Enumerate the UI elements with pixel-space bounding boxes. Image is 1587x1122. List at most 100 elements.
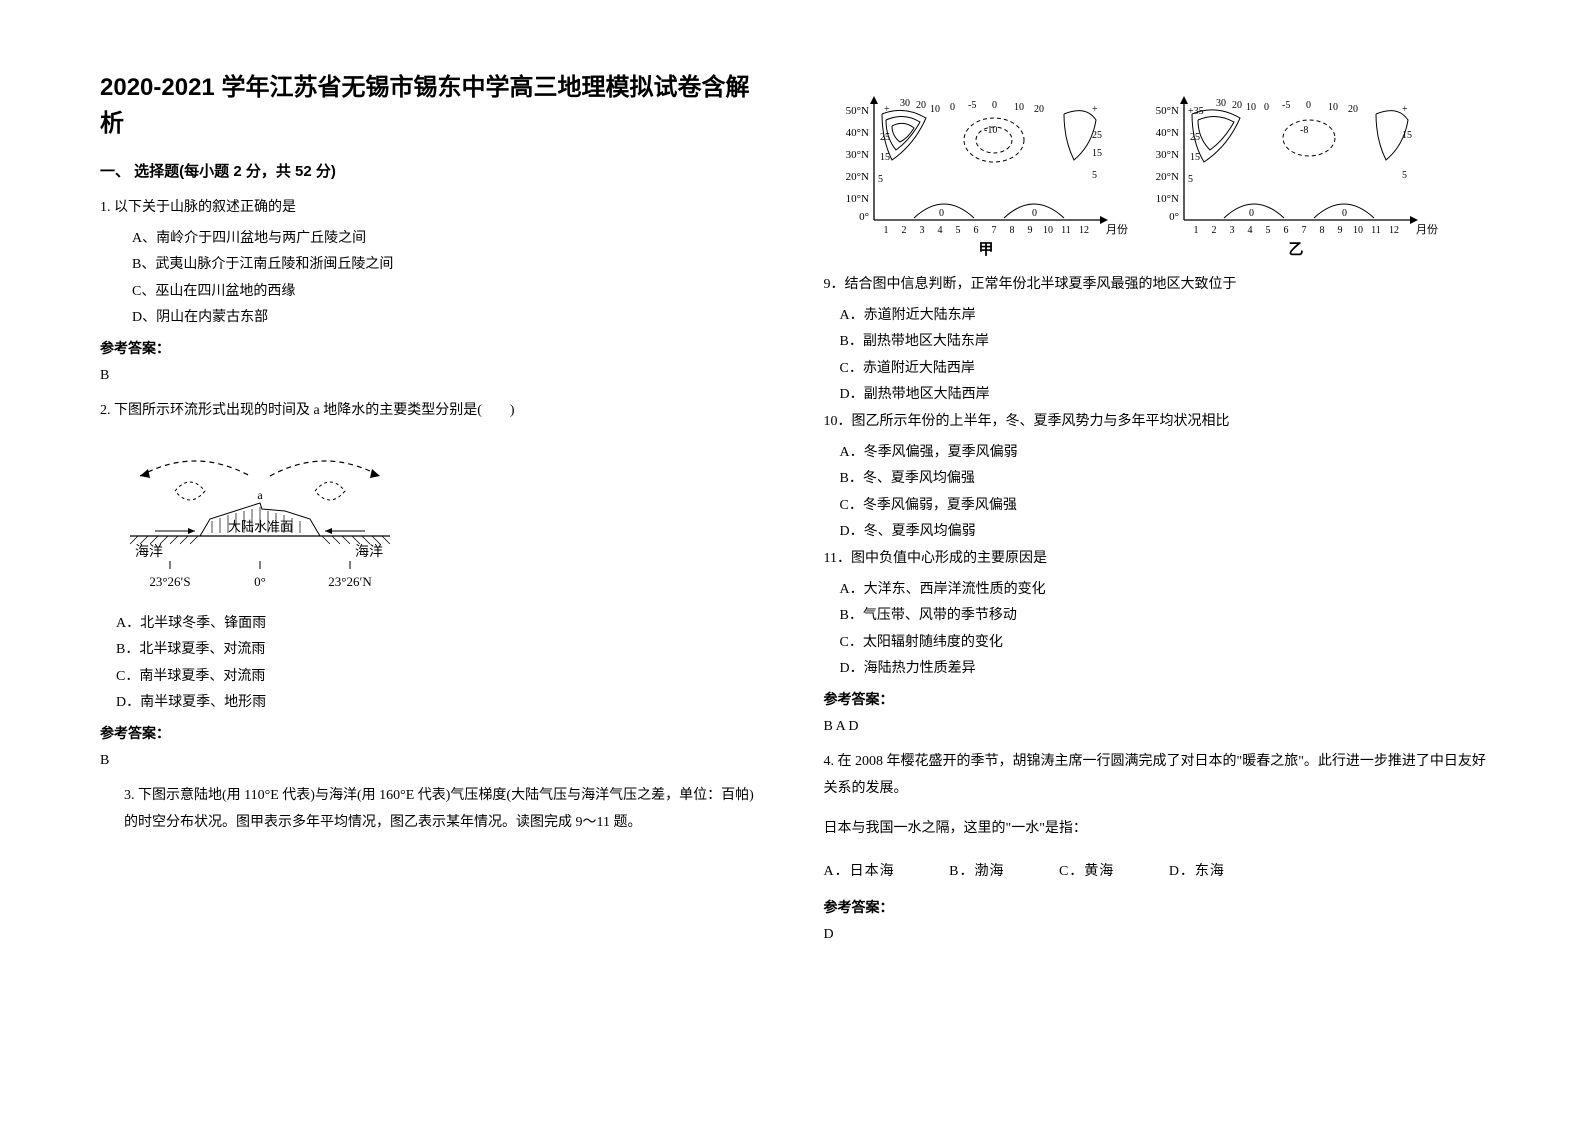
q4-opt-d: D．东海 — [1169, 857, 1225, 888]
left-column: 2020-2021 学年江苏省无锡市锡东中学高三地理模拟试卷含解析 一、 选择题… — [100, 70, 764, 1052]
svg-text:6: 6 — [1283, 225, 1288, 236]
svg-text:10°N: 10°N — [845, 193, 868, 205]
svg-text:15: 15 — [1190, 152, 1200, 163]
q2-opt-d: D．南半球夏季、地形雨 — [100, 690, 764, 717]
svg-text:5: 5 — [1402, 170, 1407, 181]
q1-opt-b: B、武夷山脉介于江南丘陵和浙闽丘陵之间 — [100, 252, 764, 279]
q1-answer: B — [100, 368, 764, 384]
svg-text:0: 0 — [939, 208, 944, 219]
svg-text:10: 10 — [930, 104, 940, 115]
svg-text:5: 5 — [1265, 225, 1270, 236]
q1-answer-label: 参考答案： — [100, 338, 764, 358]
q9-stem: 9．结合图中信息判断，正常年份北半球夏季风最强的地区大致位于 — [824, 272, 1488, 299]
q4-para2: 日本与我国一水之隔，这里的"一水"是指： — [824, 816, 1488, 843]
svg-text:10: 10 — [1014, 102, 1024, 113]
svg-text:20: 20 — [1232, 100, 1242, 111]
q2-stem: 2. 下图所示环流形式出现的时间及 a 地降水的主要类型分别是( ) — [100, 398, 764, 425]
svg-text:+35: +35 — [1188, 106, 1204, 117]
q4-answer-label: 参考答案： — [824, 897, 1488, 917]
svg-text:0: 0 — [1342, 208, 1347, 219]
q11-opt-a: A．大洋东、西岸洋流性质的变化 — [824, 577, 1488, 604]
svg-text:12: 12 — [1079, 225, 1089, 236]
svg-text:1: 1 — [1193, 225, 1198, 236]
svg-text:20: 20 — [1034, 104, 1044, 115]
svg-text:30°N: 30°N — [1155, 149, 1178, 161]
svg-text:3: 3 — [1229, 225, 1234, 236]
svg-text:15: 15 — [1092, 148, 1102, 159]
svg-text:a: a — [257, 488, 263, 502]
svg-text:0: 0 — [950, 102, 955, 113]
q9-11-answer-label: 参考答案： — [824, 689, 1488, 709]
svg-text:-5: -5 — [1282, 100, 1290, 111]
svg-text:大陆水准面: 大陆水准面 — [228, 519, 293, 534]
svg-text:12: 12 — [1389, 225, 1399, 236]
svg-text:8: 8 — [1319, 225, 1324, 236]
q2-opt-a: A．北半球冬季、锋面雨 — [100, 611, 764, 638]
svg-text:10: 10 — [1328, 102, 1338, 113]
svg-text:0: 0 — [1264, 102, 1269, 113]
q1-opt-d: D、阴山在内蒙古东部 — [100, 305, 764, 332]
q9-11-answer: B A D — [824, 719, 1488, 735]
svg-text:20°N: 20°N — [845, 171, 868, 183]
svg-text:5: 5 — [1188, 174, 1193, 185]
svg-text:15: 15 — [1402, 130, 1412, 141]
q1-opt-c: C、巫山在四川盆地的西缘 — [100, 279, 764, 306]
svg-text:4: 4 — [1247, 225, 1252, 236]
q9-opt-c: C．赤道附近大陆西岸 — [824, 356, 1488, 383]
svg-text:-5: -5 — [968, 100, 976, 111]
right-column: 50°N 40°N 30°N 20°N 10°N 0° 1 2 3 4 5 6 … — [824, 70, 1488, 1052]
q1-opt-a: A、南岭介于四川盆地与两广丘陵之间 — [100, 226, 764, 253]
svg-text:5: 5 — [878, 174, 883, 185]
svg-text:5: 5 — [1092, 170, 1097, 181]
q4-options: A．日本海 B．渤海 C．黄海 D．东海 — [824, 857, 1488, 888]
svg-text:0°: 0° — [859, 211, 869, 223]
q4-answer: D — [824, 927, 1488, 943]
q2-opt-c: C．南半球夏季、对流雨 — [100, 664, 764, 691]
svg-text:30: 30 — [900, 98, 910, 109]
svg-text:7: 7 — [1301, 225, 1306, 236]
svg-text:0: 0 — [992, 100, 997, 111]
q4-opt-b: B．渤海 — [949, 857, 1004, 888]
svg-text:11: 11 — [1061, 225, 1071, 236]
svg-text:50°N: 50°N — [845, 105, 868, 117]
section-1-title: 一、 选择题(每小题 2 分，共 52 分) — [100, 160, 764, 181]
q10-opt-b: B．冬、夏季风均偏强 — [824, 466, 1488, 493]
svg-text:-8: -8 — [1300, 125, 1308, 136]
svg-text:1: 1 — [883, 225, 888, 236]
q10-stem: 10．图乙所示年份的上半年，冬、夏季风势力与多年平均状况相比 — [824, 409, 1488, 436]
svg-text:8: 8 — [1009, 225, 1014, 236]
svg-text:25: 25 — [1190, 132, 1200, 143]
svg-text:0°: 0° — [254, 574, 266, 589]
svg-text:20: 20 — [916, 100, 926, 111]
q4-opt-a: A．日本海 — [824, 857, 895, 888]
svg-text:0: 0 — [1249, 208, 1254, 219]
svg-text:25: 25 — [880, 132, 890, 143]
q2-answer: B — [100, 753, 764, 769]
svg-text:+: + — [884, 104, 890, 115]
svg-text:0: 0 — [1306, 100, 1311, 111]
svg-text:25: 25 — [1092, 130, 1102, 141]
svg-text:0°: 0° — [1169, 211, 1179, 223]
svg-text:+: + — [1402, 104, 1408, 115]
svg-text:10: 10 — [1353, 225, 1363, 236]
svg-text:20: 20 — [1348, 104, 1358, 115]
svg-text:2: 2 — [901, 225, 906, 236]
q10-opt-a: A．冬季风偏强，夏季风偏弱 — [824, 440, 1488, 467]
svg-text:6: 6 — [973, 225, 978, 236]
q4-opt-c: C．黄海 — [1059, 857, 1114, 888]
svg-text:23°26′S: 23°26′S — [149, 574, 190, 589]
svg-text:乙: 乙 — [1288, 242, 1303, 258]
svg-text:20°N: 20°N — [1155, 171, 1178, 183]
q10-opt-c: C．冬季风偏弱，夏季风偏强 — [824, 493, 1488, 520]
svg-text:甲: 甲 — [978, 241, 993, 258]
q9-opt-a: A．赤道附近大陆东岸 — [824, 303, 1488, 330]
svg-text:+: + — [1092, 104, 1098, 115]
q1-stem: 1. 以下关于山脉的叙述正确的是 — [100, 195, 764, 222]
svg-text:40°N: 40°N — [845, 127, 868, 139]
q3-stem: 3. 下图示意陆地(用 110°E 代表)与海洋(用 160°E 代表)气压梯度… — [100, 783, 764, 836]
svg-text:30: 30 — [1216, 98, 1226, 109]
q9-opt-d: D．副热带地区大陆西岸 — [824, 382, 1488, 409]
svg-text:2: 2 — [1211, 225, 1216, 236]
q11-opt-c: C．太阳辐射随纬度的变化 — [824, 630, 1488, 657]
svg-text:50°N: 50°N — [1155, 105, 1178, 117]
